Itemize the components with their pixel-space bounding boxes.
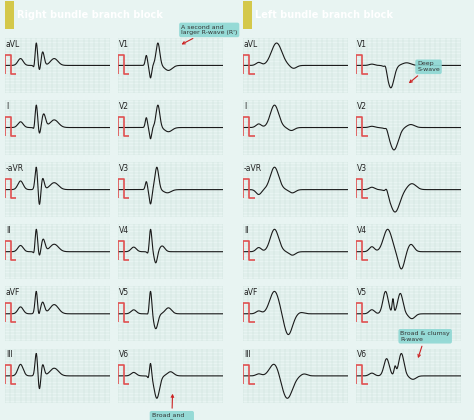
Text: -aVR: -aVR <box>244 164 262 173</box>
Text: aVF: aVF <box>6 288 20 297</box>
Text: V2: V2 <box>119 102 129 111</box>
Text: Broad and
deep S-wave: Broad and deep S-wave <box>152 395 192 420</box>
Text: V1: V1 <box>357 40 367 49</box>
Text: A second and
larger R-wave (R'): A second and larger R-wave (R') <box>181 24 237 44</box>
Text: V6: V6 <box>357 350 367 359</box>
Text: Right bundle branch block: Right bundle branch block <box>17 10 163 20</box>
Text: aVL: aVL <box>6 40 20 49</box>
Text: V5: V5 <box>357 288 367 297</box>
Text: Broad & clumsy
R-wave: Broad & clumsy R-wave <box>401 331 450 357</box>
Text: Deep
S-wave: Deep S-wave <box>410 61 440 82</box>
Text: I: I <box>244 102 246 111</box>
Text: III: III <box>244 350 251 359</box>
Text: -aVR: -aVR <box>6 164 24 173</box>
Text: II: II <box>6 226 10 235</box>
Text: V1: V1 <box>119 40 129 49</box>
Text: I: I <box>6 102 8 111</box>
Text: aVL: aVL <box>244 40 258 49</box>
Text: V6: V6 <box>119 350 129 359</box>
Text: V2: V2 <box>357 102 367 111</box>
Text: III: III <box>6 350 12 359</box>
Text: V4: V4 <box>119 226 129 235</box>
Text: V5: V5 <box>119 288 129 297</box>
Text: V3: V3 <box>119 164 129 173</box>
Text: aVF: aVF <box>244 288 258 297</box>
Text: II: II <box>244 226 248 235</box>
Bar <box>243 1 252 29</box>
Text: V4: V4 <box>357 226 367 235</box>
Text: Left bundle branch block: Left bundle branch block <box>255 10 393 20</box>
Text: V3: V3 <box>357 164 367 173</box>
Bar <box>5 1 14 29</box>
